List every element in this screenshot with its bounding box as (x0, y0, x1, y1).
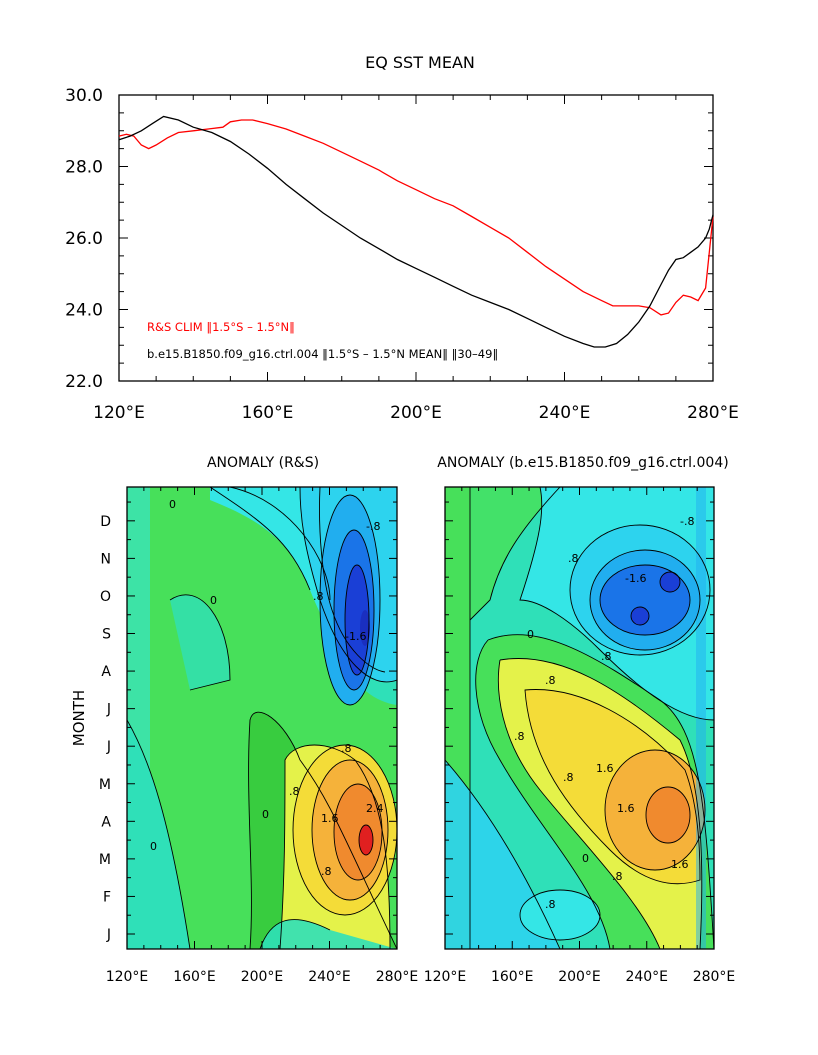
x-tick-label: 120°E (93, 403, 145, 423)
contour-label: 0 (527, 628, 534, 641)
contour-label: 0 (582, 852, 589, 865)
month-label: A (101, 814, 111, 830)
x-tick-label: 240°E (308, 969, 351, 985)
heatmap-rs-title: ANOMALY (R&S) (207, 455, 319, 471)
contour-label: 1.6 (596, 762, 614, 775)
y-tick-label: 26.0 (65, 229, 103, 249)
heatmap-rs-contour-labels: 0 -.8 .8 -1.6 .8 .8 1.6 2.4 .8 0 0 0 (150, 498, 384, 878)
heatmap-model: ANOMALY (b.e15.B1850.f09_g16.ctrl.004) (437, 455, 729, 950)
contour-label: 1.6 (321, 812, 339, 825)
month-label: M (99, 777, 111, 793)
x-tick-label: 280°E (687, 403, 739, 423)
line-chart-frame (118, 94, 714, 382)
line-chart-legend: R&S CLIM ‖1.5°S – 1.5°N‖ b.e15.B1850.f09… (147, 320, 498, 361)
heatmap-axes: 120°E 160°E 200°E 240°E 280°E J F M A M J J A S O N D 120… (99, 487, 735, 985)
contour-label: 0 (210, 594, 217, 607)
month-label: F (103, 889, 111, 905)
contour-label: .8 (313, 590, 324, 603)
contour-label: .8 (341, 742, 352, 755)
contour-label: .8 (289, 785, 300, 798)
y-tick-label: 28.0 (65, 158, 103, 178)
x-tick-label: 160°E (491, 969, 534, 985)
x-tick-label: 280°E (376, 969, 419, 985)
line-chart: EQ SST MEAN 120°E 160°E 200°E 240°E 280°E 22.… (65, 53, 739, 423)
x-tick-label: 120°E (424, 969, 467, 985)
heatmap-model-contours (445, 487, 714, 949)
contour-label: 0 (169, 498, 176, 511)
x-tick-label: 200°E (241, 969, 284, 985)
heatmap-model-contour-labels: -.8 .8 -1.6 .8 .8 .8 1.6 .8 1.6 1.6 .8 .… (514, 515, 694, 911)
contour-label: .8 (545, 674, 556, 687)
contour-label: 0 (150, 840, 157, 853)
legend-entry-1: b.e15.B1850.f09_g16.ctrl.004 ‖1.5°S – 1.… (147, 347, 498, 361)
contour-label: -1.6 (625, 572, 646, 585)
month-label: D (100, 514, 111, 530)
line-chart-ticks: 120°E 160°E 200°E 240°E 280°E 22.0 24.0 26.0 28.… (65, 86, 739, 423)
y-tick-label: 24.0 (65, 301, 103, 321)
month-label: N (101, 551, 111, 567)
contour-label: 1.6 (617, 802, 635, 815)
heatmap-rs-contours (127, 487, 397, 949)
x-tick-label: 120°E (106, 969, 149, 985)
month-label: S (102, 627, 111, 643)
y-tick-label: 30.0 (65, 86, 103, 106)
series-line-1 (118, 115, 714, 348)
x-tick-label: 200°E (558, 969, 601, 985)
contour-label: .8 (563, 771, 574, 784)
line-chart-series (118, 115, 714, 348)
x-tick-label: 160°E (242, 403, 294, 423)
month-label: J (106, 702, 111, 718)
contour-label: .8 (601, 650, 612, 663)
contour-label: -1.6 (345, 630, 366, 643)
contour-label: .8 (545, 898, 556, 911)
series-line-0 (118, 119, 714, 316)
contour-label: .8 (612, 870, 623, 883)
heatmap-rs-ylabel: MONTH (70, 690, 88, 746)
contour-label: .8 (568, 552, 579, 565)
y-tick-label: 22.0 (65, 372, 103, 392)
heatmap-model-title: ANOMALY (b.e15.B1850.f09_g16.ctrl.004) (437, 455, 728, 471)
legend-entry-0: R&S CLIM ‖1.5°S – 1.5°N‖ (147, 320, 295, 334)
heatmap-rs: ANOMALY (R&S) (70, 455, 398, 950)
heatmap-model-field (445, 487, 714, 949)
contour-label: .8 (514, 730, 525, 743)
month-label: J (106, 927, 111, 943)
month-label: M (99, 852, 111, 868)
x-tick-label: 280°E (693, 969, 736, 985)
contour-label: 0 (262, 808, 269, 821)
contour-label: 2.4 (366, 802, 384, 815)
contour-label: -.8 (680, 515, 694, 528)
month-label: A (101, 664, 111, 680)
contour-label: -.8 (366, 520, 380, 533)
line-chart-title: EQ SST MEAN (365, 53, 475, 72)
x-tick-label: 240°E (539, 403, 591, 423)
x-tick-label: 160°E (173, 969, 216, 985)
month-label: J (106, 739, 111, 755)
month-label: O (100, 589, 111, 605)
heatmap-rs-field (127, 487, 397, 949)
x-tick-label: 240°E (625, 969, 668, 985)
contour-label: .8 (321, 865, 332, 878)
x-tick-label: 200°E (390, 403, 442, 423)
contour-label: 1.6 (671, 858, 689, 871)
